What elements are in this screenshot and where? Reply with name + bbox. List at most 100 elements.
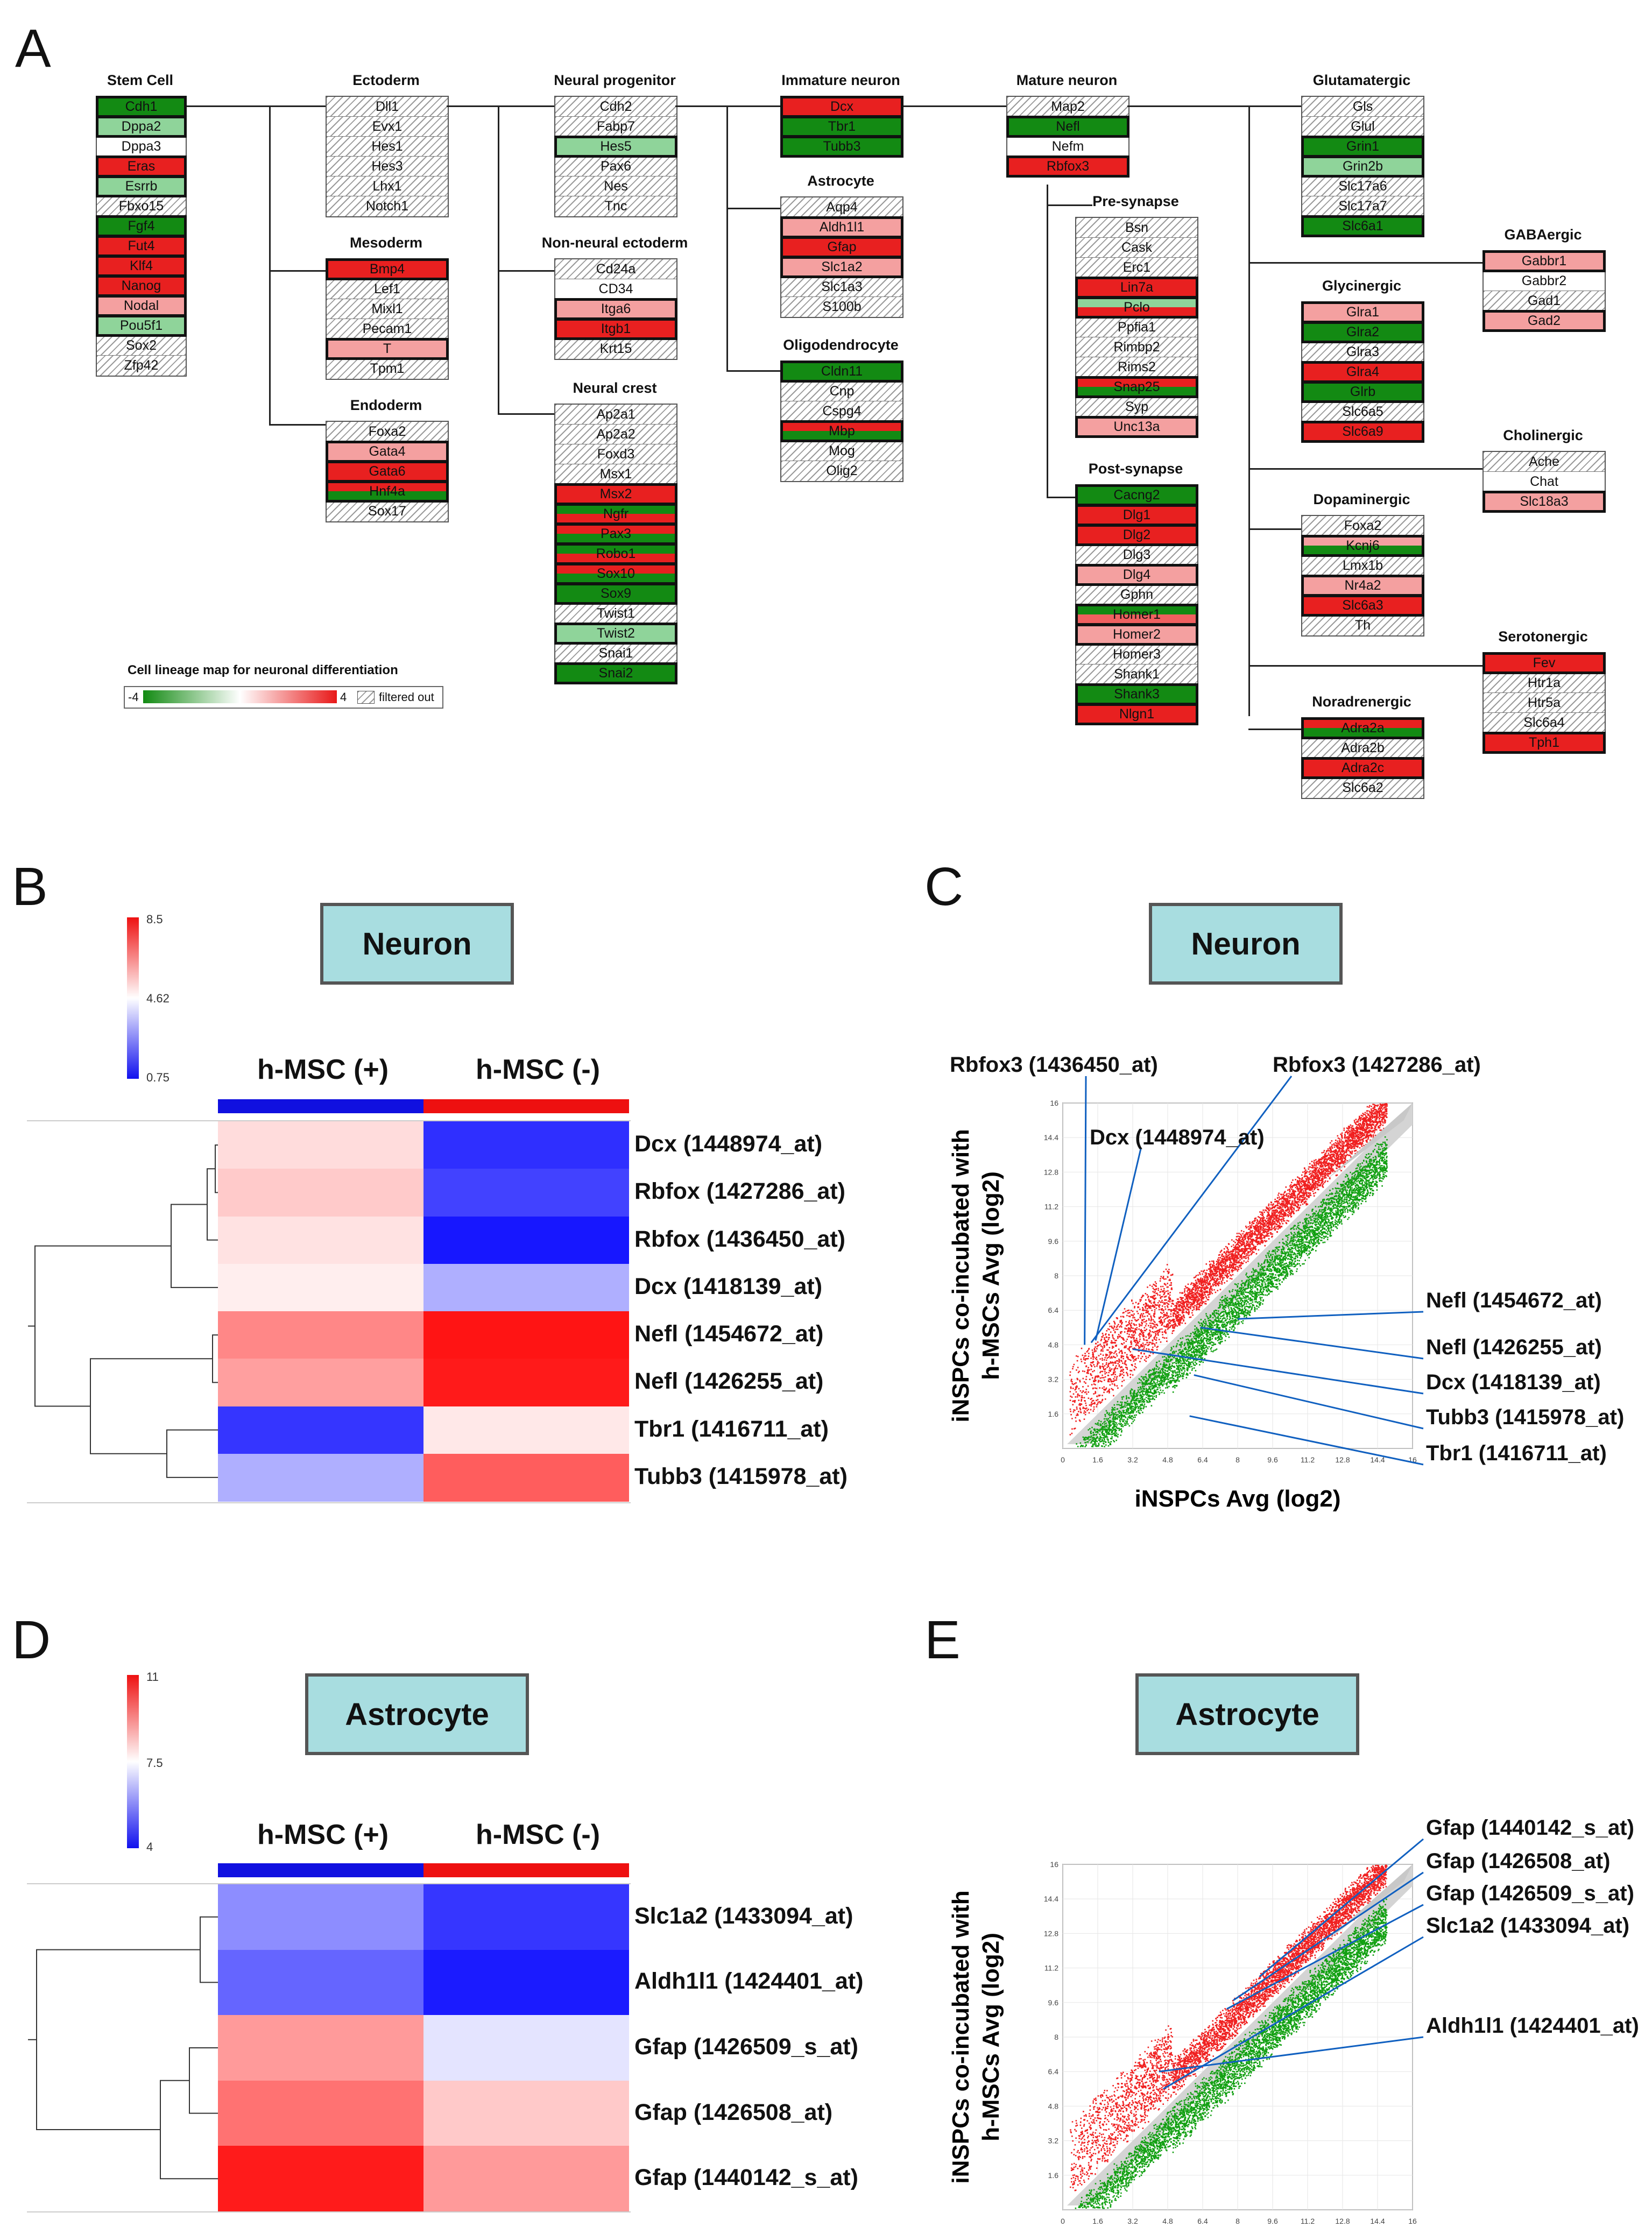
lineage-group-title-pre: Pre-synapse [1092, 193, 1179, 209]
heatmap-row-label: Slc1a2 (1433094_at) [634, 1903, 853, 1929]
gene-cell: Glrb [1301, 381, 1424, 403]
gene-cell: Fev [1482, 652, 1606, 674]
lineage-group-title-glut: Glutamatergic [1312, 72, 1411, 88]
heatmap-cell [218, 2146, 423, 2212]
gene-cell: Th [1302, 616, 1423, 635]
gene-cell: Foxa2 [327, 422, 448, 442]
gene-cell: T [326, 338, 449, 360]
lineage-group-title-sero: Serotonergic [1498, 628, 1588, 645]
y-tick-label: 9.6 [1048, 1237, 1059, 1246]
legend-max-label: 4 [340, 690, 347, 704]
annotation-label: Nefl (1426255_at) [1426, 1335, 1602, 1359]
lineage-group-title-mat: Mature neuron [1016, 72, 1118, 88]
gene-cell: Fbxo15 [97, 196, 186, 216]
lineage-connector [269, 270, 326, 272]
y-tick-label: 1.6 [1048, 2171, 1059, 2180]
annotation-leader [1090, 1076, 1293, 1344]
heatmap-d-dendrogram [28, 1916, 218, 2180]
lineage-connector [1047, 185, 1048, 497]
gene-cell: Cask [1076, 238, 1197, 258]
heatmap-d-top-rule [27, 1883, 631, 1884]
heatmap-b-title: Neuron [320, 903, 514, 985]
x-tick-label: 6.4 [1197, 2217, 1208, 2225]
lineage-group-oligo: Cldn11 Cnp Cspg4 Mbp Mog Olig2 [780, 360, 903, 482]
lineage-legend: -4 4 filtered out [124, 686, 443, 709]
y-tick-label: 4.8 [1048, 2102, 1059, 2110]
annotation-label: Tubb3 (1415978_at) [1426, 1405, 1624, 1429]
gene-cell: Cldn11 [780, 360, 903, 383]
lineage-group-nne: Cd24a CD34 Itga6 Itgb1 Krt15 [554, 258, 677, 360]
lineage-group-np: Cdh2 Fabp7 Hes5 Pax6 Nes Tnc [554, 96, 677, 217]
x-tick-label: 12.8 [1335, 1455, 1350, 1464]
lineage-map: Stem Cell Cdh1 Dppa2 Dppa3 Eras Esrrb Fbxo15 Fg… [0, 0, 1652, 829]
lineage-group-nc: Ap2a1 Ap2a2 Foxd3 Msx1 Msx2 Ngfr Pax3 Robo1 Sox1… [554, 404, 677, 684]
dendrogram-branch [36, 1949, 200, 2130]
gene-cell: Gabbr2 [1484, 271, 1605, 291]
lineage-connector [1047, 497, 1075, 498]
gene-cell: Slc6a1 [1301, 215, 1424, 237]
annotation-leader [1159, 2036, 1424, 2073]
heatmap-cell [218, 1359, 423, 1406]
gene-cell: Homer3 [1076, 645, 1197, 664]
lineage-group-stem: Cdh1 Dppa2 Dppa3 Eras Esrrb Fbxo15 Fgf4 Fut4 Klf… [96, 96, 187, 377]
gene-cell: Itga6 [554, 298, 677, 320]
gene-cell: Foxd3 [555, 444, 676, 464]
downregulated-points [1075, 1898, 1388, 2209]
gene-cell: Snap25 [1075, 376, 1198, 398]
heatmap-cell [423, 2146, 629, 2212]
gene-cell: Glra1 [1301, 301, 1424, 323]
gene-cell: Rimbp2 [1076, 337, 1197, 357]
gene-cell: Homer2 [1075, 624, 1198, 646]
lineage-group-glut: Gls Glul Grin1 Grin2b Slc17a6 Slc17a7 Slc6a1 [1301, 96, 1424, 237]
gene-cell: Lmx1b [1302, 556, 1423, 576]
gene-cell: Aqp4 [781, 197, 902, 217]
heatmap-b-scale-max: 8.5 [146, 913, 163, 926]
lineage-group-title-endo: Endoderm [350, 397, 422, 413]
panel-label-d: D [12, 1610, 51, 1670]
gene-cell: Fut4 [96, 235, 187, 257]
lineage-connector [726, 370, 780, 372]
x-tick-label: 0 [1061, 1455, 1065, 1464]
gene-cell: Eras [96, 155, 187, 178]
heatmap-cell [423, 1359, 629, 1406]
heatmap-row-label: Rbfox (1427286_at) [634, 1178, 845, 1205]
y-axis-label-line1: iNSPCs co-incubated with [948, 1129, 974, 1422]
y-tick-label: 14.4 [1044, 1894, 1058, 1903]
gene-cell: Notch1 [327, 196, 448, 216]
heatmap-cell [423, 1453, 629, 1502]
lineage-group-endo: Foxa2 Gata4 Gata6 Hnf4a Sox17 [326, 421, 449, 522]
lineage-group-title-nc: Neural crest [573, 380, 657, 396]
dendrogram-branch [166, 1429, 218, 1478]
gene-cell: Sox2 [97, 336, 186, 356]
annotation-leader [1259, 1838, 1424, 1977]
gene-cell: Pou5f1 [96, 315, 187, 337]
gene-cell: Snai2 [554, 662, 677, 684]
gene-cell: Grin2b [1301, 155, 1424, 178]
x-tick-label: 9.6 [1267, 2217, 1278, 2225]
scatter-e-plot: 0 1.6 1.6 3.2 3.2 4.8 4.8 6.4 6.4 8 8 9.6 9.6 11.2 11.… [948, 1816, 1639, 2225]
gene-cell: Dppa2 [96, 116, 187, 138]
x-tick-label: 1.6 [1092, 2217, 1103, 2225]
lineage-connector [447, 105, 554, 107]
panel-label-a: A [15, 18, 51, 79]
heatmap-cell [218, 2015, 423, 2081]
lineage-group-post: Cacng2 Dlg1 Dlg2 Dlg3 Dlg4 Gphn Homer1 Homer2 Ho… [1075, 484, 1198, 725]
dendrogram-branch [207, 1168, 218, 1241]
scatter-e-title: Astrocyte [1135, 1673, 1359, 1755]
gene-cell: Glra3 [1302, 342, 1423, 362]
gene-cell: Slc6a3 [1301, 595, 1424, 617]
annotation-label: Rbfox3 (1436450_at) [950, 1053, 1158, 1077]
gene-cell: Lef1 [327, 279, 448, 299]
x-tick-label: 14.4 [1370, 2217, 1385, 2225]
gene-cell: Slc1a3 [781, 277, 902, 297]
gene-cell: Pax3 [554, 523, 677, 545]
gene-cell: Snai1 [555, 644, 676, 663]
gene-cell: Zfp42 [97, 356, 186, 376]
annotation-label: Rbfox3 (1427286_at) [1273, 1053, 1481, 1077]
annotation-label: Slc1a2 (1433094_at) [1426, 1914, 1629, 1938]
y-tick-label: 6.4 [1048, 2067, 1059, 2076]
heatmap-row-label: Nefl (1426255_at) [634, 1368, 824, 1395]
gene-cell: Ap2a1 [555, 405, 676, 425]
y-tick-label: 4.8 [1048, 1340, 1059, 1349]
gene-cell: Gata6 [326, 461, 449, 483]
